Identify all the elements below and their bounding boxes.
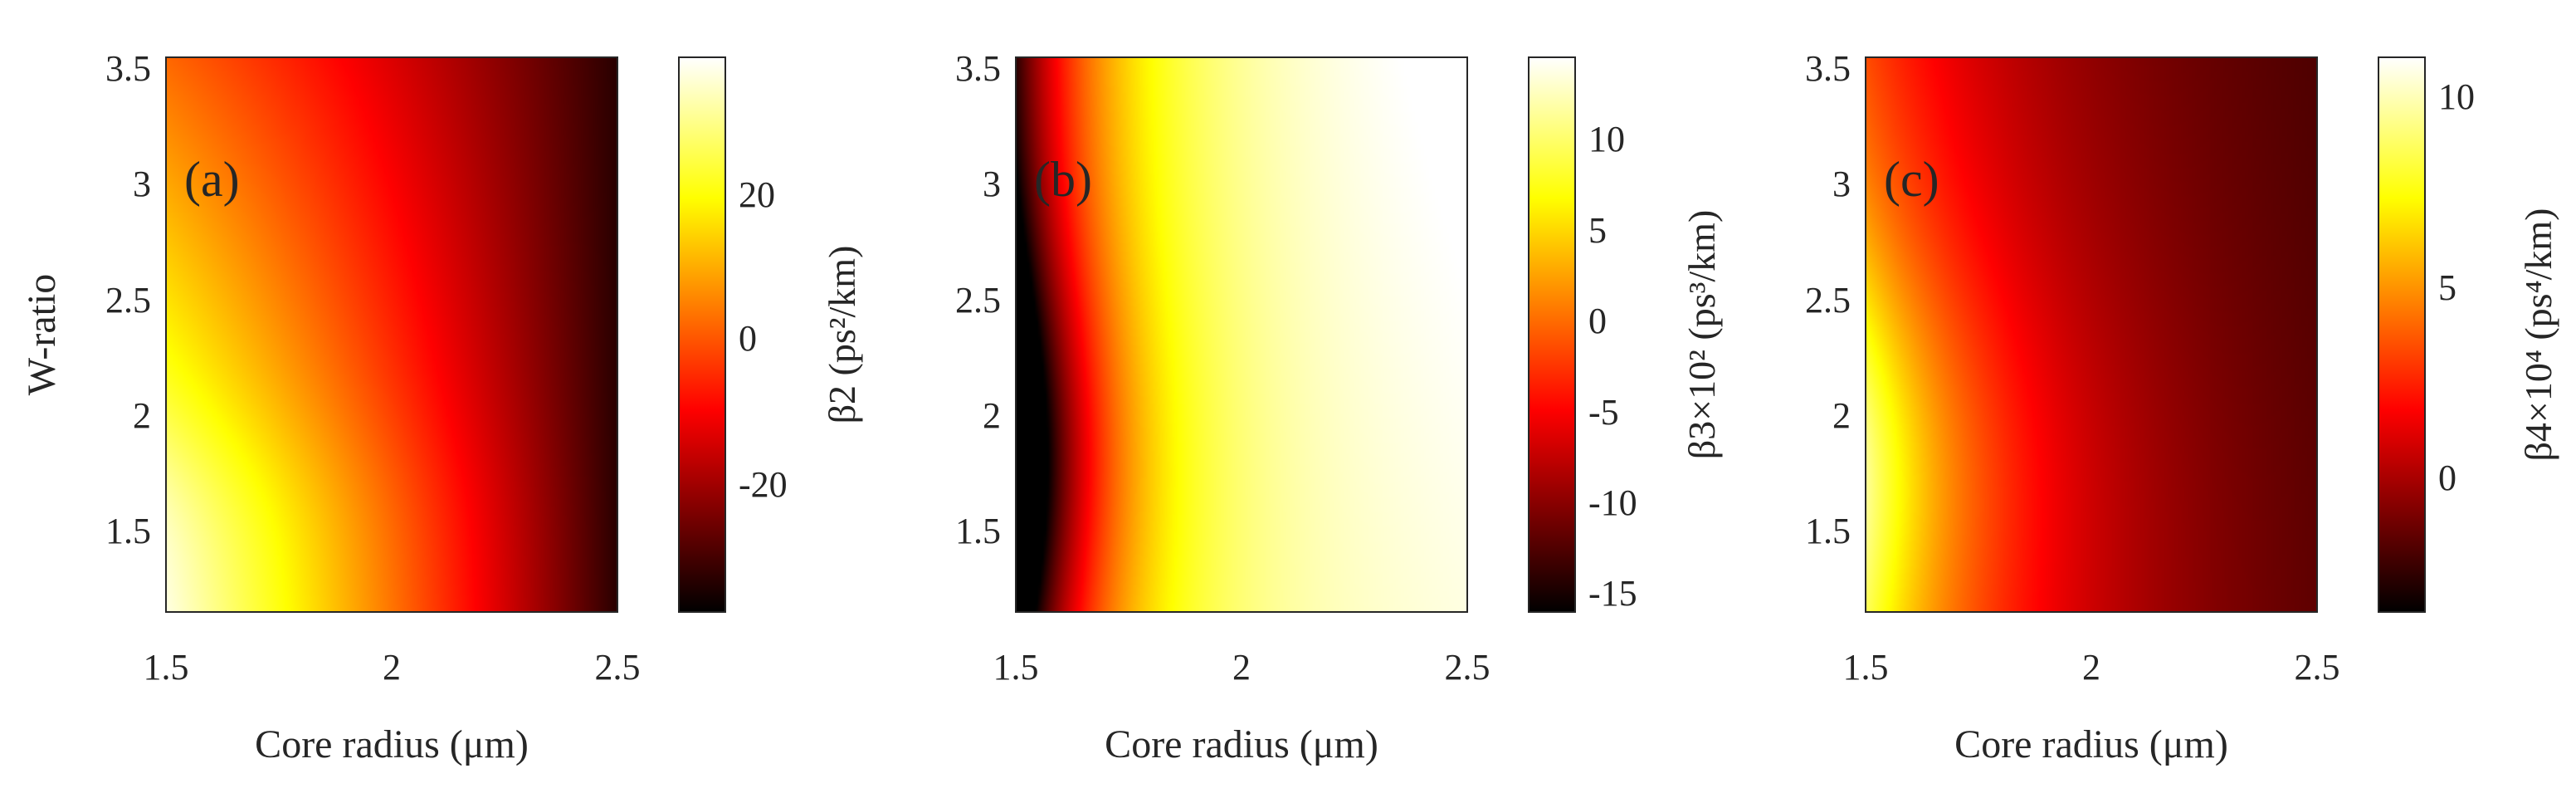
colorbar-tick-label: -20 [739, 464, 788, 505]
x-ticks-c: 1.5 2 2.5 [1843, 647, 2340, 688]
panel-b: (b) 1.5 2 2.5 1.5 2 2.5 3 3.5 Core radiu… [955, 48, 1723, 766]
colorbar-label-a: β2 (ps²/km) [821, 246, 863, 424]
y-tick-label: 2 [983, 395, 1001, 436]
colorbar-tick-label: -15 [1588, 573, 1637, 614]
colorbar-tick-label: 5 [1588, 210, 1607, 251]
plot-frame-b [1015, 56, 1468, 613]
panel-c: (c) 1.5 2 2.5 1.5 2 2.5 3 3.5 Core radiu… [1805, 48, 2559, 766]
heatmap-c [1866, 57, 2317, 612]
y-tick-label: 3.5 [105, 48, 151, 89]
colorbar-tick-label: 10 [1588, 119, 1625, 159]
plot-frame-a [165, 56, 618, 613]
y-tick-label: 3 [133, 164, 151, 204]
colorbar-ticks-a: -20 0 20 [739, 174, 788, 505]
colorbar-tick-label: 5 [2438, 267, 2456, 308]
y-tick-label: 3.5 [1805, 48, 1851, 89]
y-tick-label: 2 [1832, 395, 1851, 436]
x-axis-label-a: Core radius (μm) [255, 722, 529, 766]
colorbar-tick-label: 0 [1588, 301, 1607, 341]
colorbar-label-c: β4×10⁴ (ps⁴/km) [2517, 208, 2559, 461]
panel-label-b: (b) [1034, 152, 1092, 207]
x-tick-label: 2.5 [595, 647, 641, 688]
colorbar-c [2378, 56, 2426, 613]
heatmap-a [166, 57, 617, 612]
x-axis-label-c: Core radius (μm) [1954, 722, 2228, 766]
panel-label-c: (c) [1884, 152, 1939, 207]
y-tick-label: 2.5 [1805, 280, 1851, 321]
colorbar-tick-label: 0 [739, 318, 757, 359]
x-tick-label: 1.5 [993, 647, 1039, 688]
colorbar-tick-label: 20 [739, 174, 775, 215]
colorbar-tick-label: -5 [1588, 392, 1619, 433]
panel-a: (a) 1.5 2 2.5 1.5 2 2.5 3 3.5 Core radiu… [20, 48, 863, 766]
colorbar-tick-label: 10 [2438, 76, 2475, 117]
x-axis-label-b: Core radius (μm) [1105, 722, 1378, 766]
y-axis-label-a: W-ratio [20, 274, 64, 396]
x-ticks-a: 1.5 2 2.5 [144, 647, 641, 688]
colorbar-tick-label: -10 [1588, 482, 1637, 523]
y-ticks-a: 1.5 2 2.5 3 3.5 [105, 48, 151, 551]
colorbar-a [678, 56, 726, 613]
colorbar-ticks-b: -15 -10 -5 0 5 10 [1588, 119, 1637, 614]
y-tick-label: 3 [983, 164, 1001, 204]
plot-frame-c [1865, 56, 2318, 613]
y-tick-label: 3 [1832, 164, 1851, 204]
panel-label-a: (a) [184, 152, 240, 207]
colorbar-tick-label: 0 [2438, 458, 2456, 498]
y-tick-label: 1.5 [955, 511, 1001, 551]
x-tick-label: 2.5 [1445, 647, 1490, 688]
colorbar-b [1528, 56, 1576, 613]
y-ticks-c: 1.5 2 2.5 3 3.5 [1805, 48, 1851, 551]
x-tick-label: 1.5 [1843, 647, 1889, 688]
colorbar-ticks-c: 0 5 10 [2438, 76, 2475, 498]
x-ticks-b: 1.5 2 2.5 [993, 647, 1490, 688]
y-tick-label: 2 [133, 395, 151, 436]
y-ticks-b: 1.5 2 2.5 3 3.5 [955, 48, 1001, 551]
heatmap-b [1016, 57, 1467, 612]
x-tick-label: 2 [383, 647, 401, 688]
x-tick-label: 2 [2082, 647, 2100, 688]
colorbar-label-b: β3×10² (ps³/km) [1681, 210, 1723, 460]
y-tick-label: 2.5 [105, 280, 151, 321]
x-tick-label: 2.5 [2295, 647, 2340, 688]
x-tick-label: 2 [1232, 647, 1251, 688]
x-tick-label: 1.5 [144, 647, 189, 688]
y-tick-label: 1.5 [1805, 511, 1851, 551]
y-tick-label: 2.5 [955, 280, 1001, 321]
y-tick-label: 1.5 [105, 511, 151, 551]
y-tick-label: 3.5 [955, 48, 1001, 89]
